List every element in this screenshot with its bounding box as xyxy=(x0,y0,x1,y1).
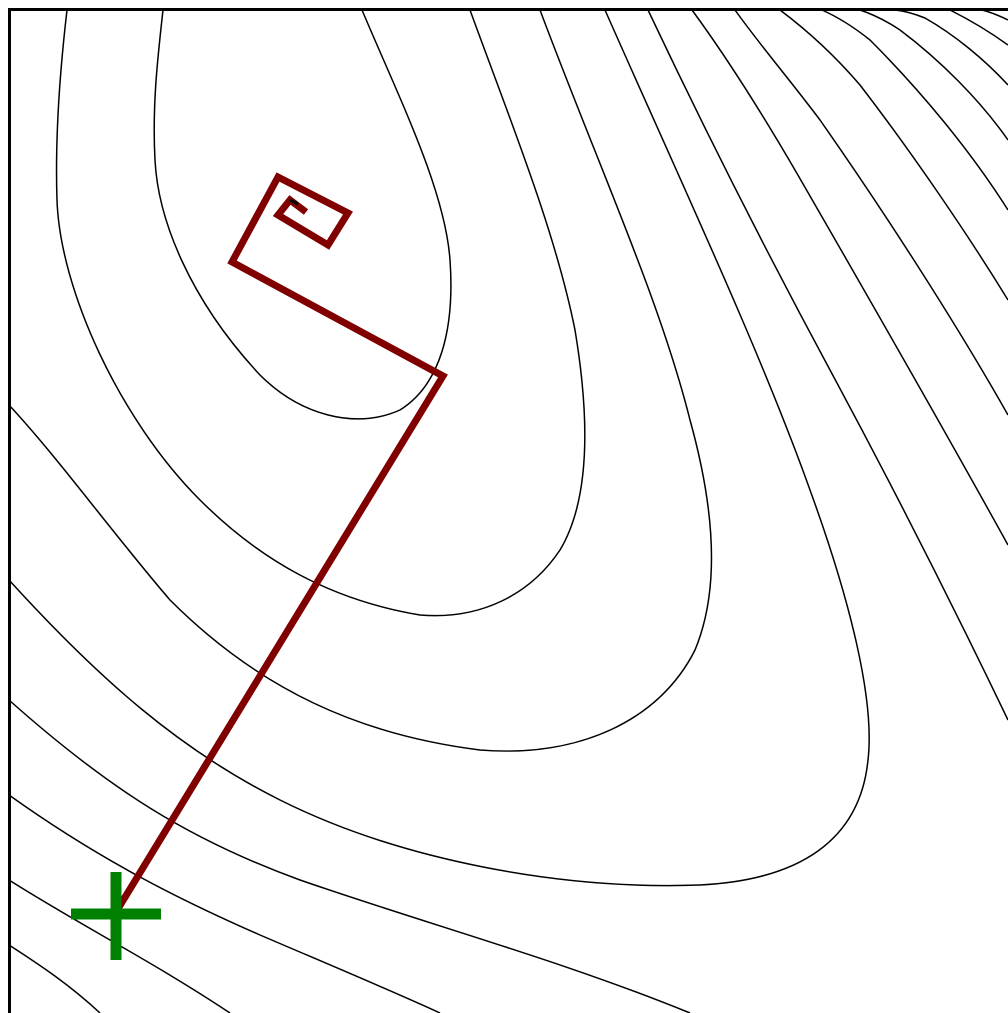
contour-line-8b xyxy=(779,9,1008,301)
contour-line-7b xyxy=(734,9,1008,416)
contour-line-5b xyxy=(647,9,1008,721)
contour-line-1 xyxy=(153,9,452,420)
contour-line-6b xyxy=(691,9,1008,546)
contour-lines xyxy=(8,9,1008,1013)
contour-line-2 xyxy=(55,9,586,617)
path-end-segment xyxy=(289,198,299,206)
contour-line-5 xyxy=(8,699,691,1013)
optimization-path xyxy=(113,172,448,914)
contour-line-6 xyxy=(8,794,441,1013)
contour-line-3 xyxy=(8,9,713,752)
contour-line-12 xyxy=(949,9,1008,46)
contour-line-10 xyxy=(859,9,1008,141)
contour-line-8 xyxy=(8,944,101,1013)
contour-line-9 xyxy=(821,9,1008,211)
contour-line-4 xyxy=(8,9,870,887)
start-marker xyxy=(71,872,161,960)
contour-line-11 xyxy=(894,9,1008,86)
plot-border xyxy=(8,8,1008,1013)
contour-line-13 xyxy=(981,9,1008,21)
